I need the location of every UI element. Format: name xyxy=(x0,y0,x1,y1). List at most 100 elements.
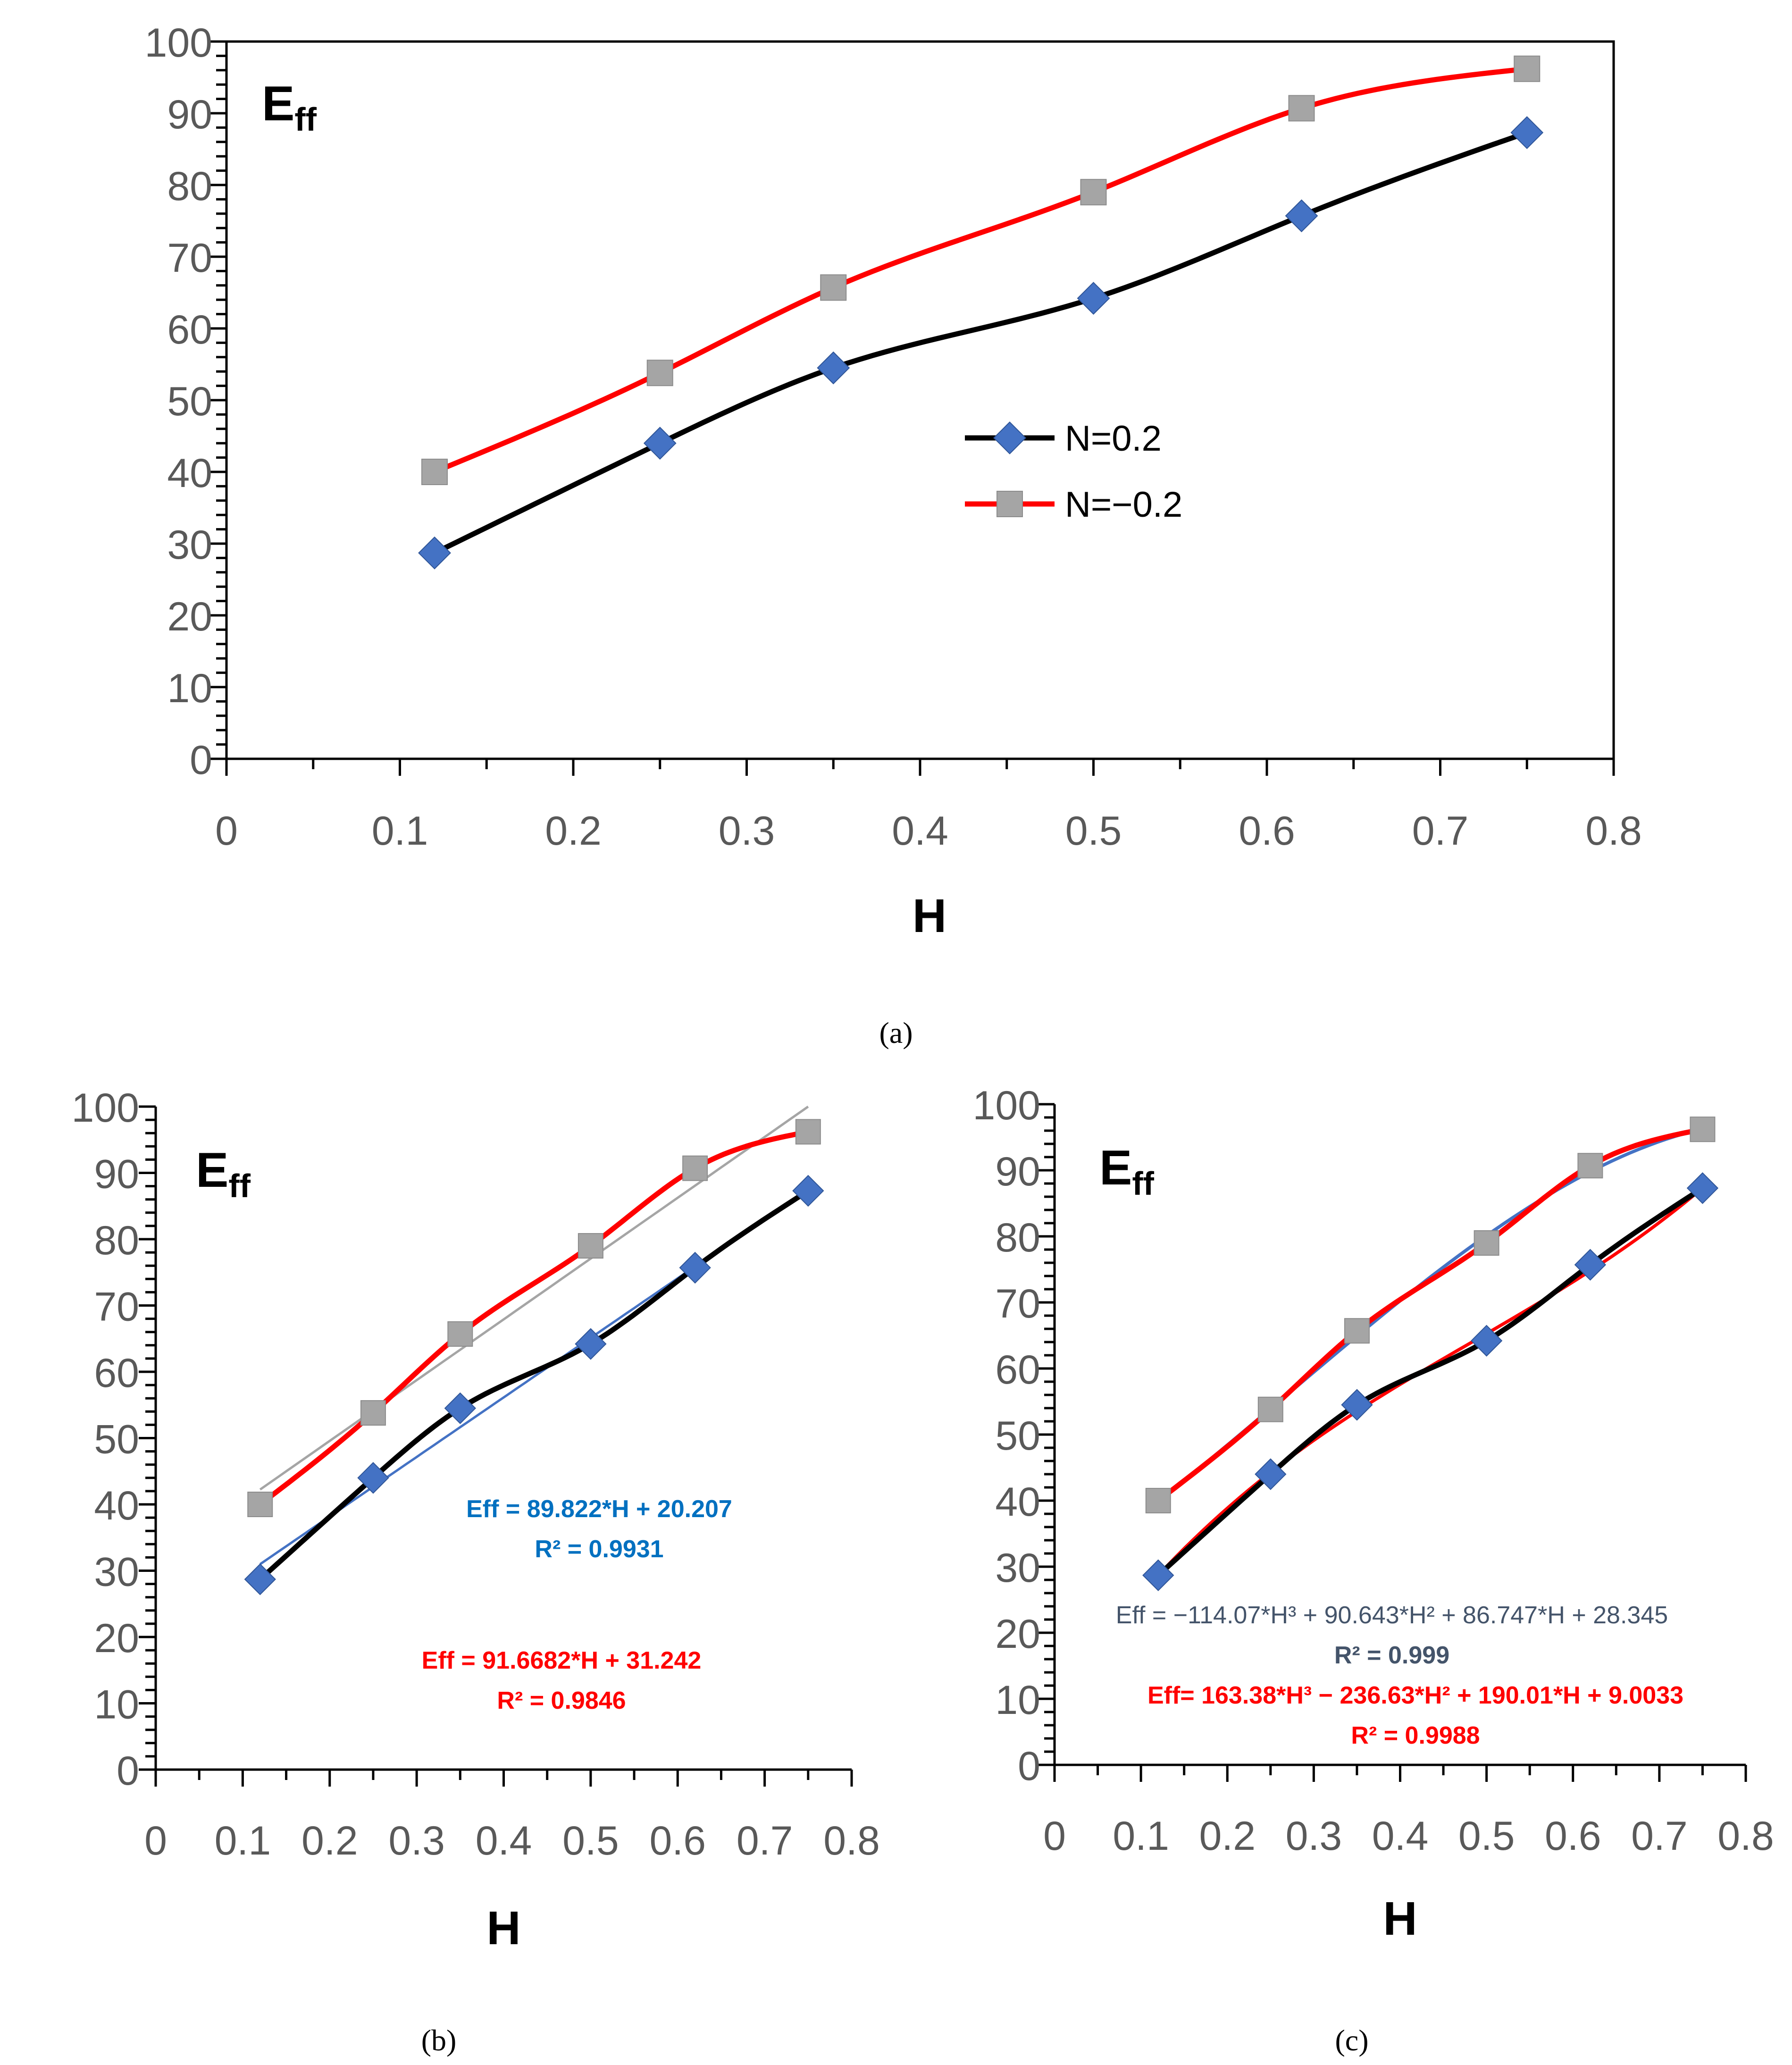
data-point-n-neg xyxy=(360,1400,386,1426)
y-tick-label: 0 xyxy=(190,738,212,783)
x-tick-label: 0.7 xyxy=(1631,1813,1688,1859)
data-point-n-neg xyxy=(1080,179,1107,206)
data-point-n-neg xyxy=(1690,1116,1716,1142)
x-tick-label: 0 xyxy=(1043,1813,1066,1859)
panel-label: (a) xyxy=(879,1016,913,1049)
x-tick-label: 0 xyxy=(144,1818,167,1864)
x-tick-label: 0.3 xyxy=(1286,1813,1342,1859)
legend-marker xyxy=(996,491,1023,517)
y-tick-label: 30 xyxy=(94,1550,139,1595)
x-tick-label: 0.5 xyxy=(562,1818,619,1864)
x-axis-title: H xyxy=(1383,1892,1417,1945)
data-point-n-pos xyxy=(1255,1458,1287,1490)
x-tick-label: 0.4 xyxy=(476,1818,532,1864)
y-tick-label: 70 xyxy=(94,1284,139,1330)
data-point-n-neg xyxy=(578,1233,603,1259)
corner-label-subscript: ff xyxy=(228,1167,251,1204)
trendline-r-squared: R² = 0.9846 xyxy=(497,1687,626,1714)
data-point-n-neg xyxy=(1257,1396,1283,1422)
data-point-n-neg xyxy=(447,1321,473,1347)
data-point-n-pos xyxy=(1574,1249,1607,1281)
y-tick-label: 90 xyxy=(995,1149,1040,1194)
x-tick-label: 0.6 xyxy=(649,1818,706,1864)
trendline-equation: Eff = 89.822*H + 20.207 xyxy=(466,1495,732,1523)
legend-label: N=−0.2 xyxy=(1065,485,1182,525)
y-tick-label: 60 xyxy=(94,1351,139,1396)
x-tick-label: 0.4 xyxy=(892,808,948,854)
x-tick-label: 0.8 xyxy=(1585,808,1642,854)
trendline-r-squared: R² = 0.9931 xyxy=(535,1536,663,1563)
y-tick-label: 100 xyxy=(145,20,213,66)
trendline-r-squared: R² = 0.9988 xyxy=(1351,1722,1480,1749)
panel-label: (b) xyxy=(421,2023,457,2057)
data-point-n-pos xyxy=(1341,1389,1373,1421)
trendline-n-pos xyxy=(1157,1127,1703,1503)
x-tick-label: 0.8 xyxy=(823,1818,880,1864)
y-tick-label: 50 xyxy=(167,379,212,424)
y-tick-label: 100 xyxy=(973,1083,1041,1128)
x-tick-label: 0.2 xyxy=(545,808,602,854)
chart-a: 0 0.1 0.2 0.3 0.4 0.5 0.6 0.7 0.8 0 10 20 30 40 50 60 70… xyxy=(145,20,1642,1049)
x-tick-label: 0.3 xyxy=(719,808,775,854)
trendline-r-squared: R² = 0.999 xyxy=(1334,1642,1449,1669)
plot-frame xyxy=(225,40,1615,760)
trendline-equation: Eff= 163.38*H³ − 236.63*H² + 190.01*H + … xyxy=(1147,1682,1683,1709)
y-tick-label: 20 xyxy=(94,1616,139,1661)
x-axis-title: H xyxy=(486,1902,520,1955)
series-line-n-neg xyxy=(1156,1126,1705,1503)
x-tick-label: 0.5 xyxy=(1065,808,1122,854)
data-point-n-pos xyxy=(1285,199,1318,233)
x-tick-label: 0.8 xyxy=(1717,1813,1774,1859)
data-point-n-neg xyxy=(247,1492,273,1517)
data-point-n-pos xyxy=(357,1462,389,1494)
x-tick-label: 0.4 xyxy=(1372,1813,1429,1859)
corner-label-subscript: ff xyxy=(294,101,317,138)
y-tick-label: 70 xyxy=(995,1281,1040,1326)
y-tick-label: 50 xyxy=(995,1413,1040,1459)
series-line-n-neg xyxy=(432,66,1530,475)
x-tick-label: 0.1 xyxy=(215,1818,271,1864)
data-point-n-pos xyxy=(679,1251,711,1284)
y-tick-label: 0 xyxy=(1018,1744,1040,1789)
x-tick-label: 0 xyxy=(215,808,238,854)
x-tick-label: 0.1 xyxy=(372,808,428,854)
y-tick-label: 40 xyxy=(167,451,212,496)
data-point-n-neg xyxy=(1577,1153,1603,1179)
trendline-n-neg xyxy=(259,1106,809,1491)
data-point-n-neg xyxy=(820,274,847,301)
y-tick-label: 0 xyxy=(117,1748,139,1794)
y-tick-label: 50 xyxy=(94,1417,139,1462)
panel-label: (c) xyxy=(1335,2023,1368,2057)
x-tick-label: 0.2 xyxy=(1199,1813,1256,1859)
data-point-n-pos xyxy=(1142,1559,1174,1591)
y-tick-label: 80 xyxy=(94,1218,139,1263)
x-tick-label: 0.6 xyxy=(1239,808,1295,854)
data-point-n-neg xyxy=(1145,1488,1171,1513)
x-tick-label: 0.3 xyxy=(388,1818,445,1864)
chart-b: 0 0.1 0.2 0.3 0.4 0.5 0.6 0.7 0.8 0 10 20 30 40 50 60 70… xyxy=(72,1085,880,2057)
y-tick-label: 10 xyxy=(995,1678,1040,1723)
y-tick-label: 70 xyxy=(167,235,212,281)
series-line-n-pos xyxy=(432,130,1530,556)
y-tick-label: 60 xyxy=(995,1347,1040,1393)
x-axis-title: H xyxy=(913,890,946,942)
data-point-n-pos xyxy=(817,351,850,385)
corner-label: Eff xyxy=(196,1143,251,1204)
x-tick-label: 0.5 xyxy=(1458,1813,1515,1859)
corner-label: Eff xyxy=(262,76,317,138)
y-tick-label: 20 xyxy=(167,594,212,639)
y-tick-label: 30 xyxy=(167,522,212,568)
y-tick-label: 90 xyxy=(167,92,212,137)
y-tick-label: 40 xyxy=(94,1483,139,1528)
data-point-n-neg xyxy=(421,459,448,485)
corner-label-subscript: ff xyxy=(1132,1165,1154,1202)
x-tick-label: 0.7 xyxy=(1412,808,1469,854)
data-point-n-pos xyxy=(1510,116,1544,149)
data-point-n-pos xyxy=(643,427,677,460)
data-point-n-neg xyxy=(1288,95,1315,122)
data-point-n-neg xyxy=(1514,55,1541,82)
trendline-equation: Eff = −114.07*H³ + 90.643*H² + 86.747*H … xyxy=(1116,1602,1668,1629)
data-point-n-neg xyxy=(646,360,673,386)
data-point-n-pos xyxy=(244,1563,276,1595)
